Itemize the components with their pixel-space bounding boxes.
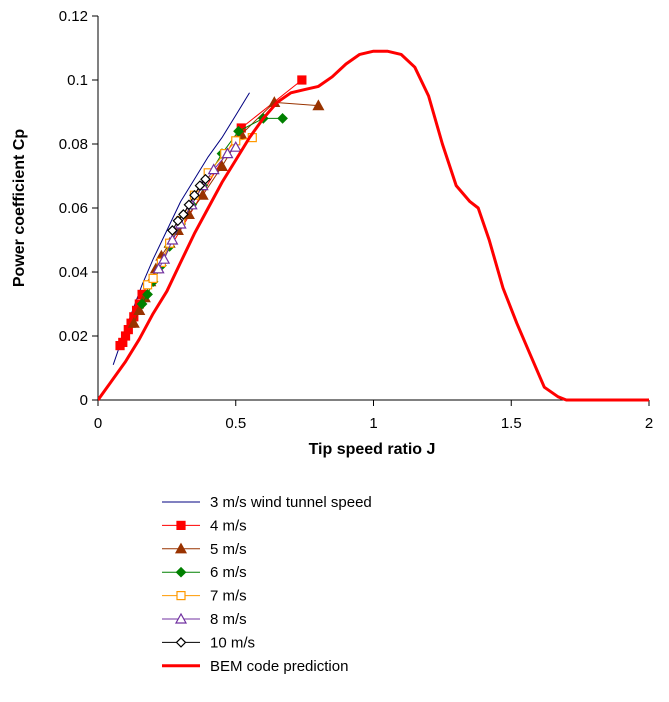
data-point (312, 99, 325, 111)
y-tick-label: 0.06 (59, 200, 88, 217)
legend-entry: 4 m/s (162, 517, 247, 534)
series-line (133, 101, 319, 324)
y-tick-label: 0.04 (59, 264, 88, 281)
data-point (127, 316, 140, 328)
data-point (175, 637, 187, 648)
data-point (200, 173, 211, 185)
series-2 (115, 75, 307, 351)
data-point (194, 180, 206, 191)
series-7 (167, 173, 211, 236)
series-6 (152, 140, 242, 274)
data-point (229, 140, 242, 152)
data-point (277, 113, 288, 124)
legend-entry: 8 m/s (162, 611, 247, 628)
data-point (176, 520, 186, 531)
legend-label: 6 m/s (210, 564, 247, 581)
series-line (141, 117, 283, 305)
legend-entry: BEM code prediction (162, 658, 348, 675)
data-point (297, 75, 307, 85)
legend-label: 10 m/s (210, 634, 255, 651)
x-tick-label: 0.5 (225, 415, 246, 432)
data-point (189, 189, 200, 201)
x-tick-label: 0 (94, 415, 102, 432)
x-tick-label: 1 (369, 415, 377, 432)
data-point (148, 273, 158, 283)
legend-label: 5 m/s (210, 541, 247, 558)
data-point (221, 147, 234, 159)
series-line (119, 79, 303, 346)
y-axis-title: Power coefficient Cp (11, 129, 28, 287)
data-point (175, 566, 187, 578)
data-point (158, 252, 171, 264)
legend-entry: 7 m/s (162, 588, 247, 605)
data-point (166, 233, 179, 245)
legend-label: 3 m/s wind tunnel speed (210, 494, 372, 511)
data-point (174, 542, 188, 554)
y-tick-label: 0 (80, 392, 88, 409)
data-point (233, 125, 244, 137)
legend-label: 4 m/s (210, 517, 247, 534)
series-8 (98, 49, 649, 402)
series-layer (98, 49, 649, 402)
x-tick-label: 2 (645, 415, 653, 432)
data-point (172, 215, 184, 227)
legend-entry: 6 m/s (162, 564, 247, 581)
data-point (174, 612, 188, 624)
data-point (215, 160, 228, 171)
data-point (196, 188, 209, 200)
series-4 (136, 113, 288, 310)
legend-label: BEM code prediction (210, 658, 348, 675)
data-point (207, 163, 220, 175)
legend: 3 m/s wind tunnel speed 4 m/s 5 m/s 6 m/s 7 … (162, 494, 372, 675)
data-point (167, 225, 178, 236)
data-point (133, 304, 146, 315)
x-axis-title: Tip speed ratio J (309, 441, 436, 458)
data-point (142, 280, 153, 290)
x-tick-label: 1.5 (501, 415, 522, 432)
data-point (136, 298, 148, 310)
legend-label: 7 m/s (210, 588, 247, 605)
data-point (183, 199, 195, 211)
legend-entry: 3 m/s wind tunnel speed (162, 494, 372, 511)
data-point (176, 590, 186, 601)
legend-label: 8 m/s (210, 611, 247, 628)
legend-entry: 10 m/s (162, 634, 255, 651)
data-point (152, 262, 165, 274)
y-tick-label: 0.12 (59, 8, 88, 25)
y-tick-label: 0.08 (59, 136, 88, 153)
data-point (178, 209, 189, 220)
data-point (142, 289, 153, 300)
legend-entry: 5 m/s (162, 541, 247, 558)
y-tick-label: 0.1 (67, 72, 88, 89)
y-tick-label: 0.02 (59, 328, 88, 345)
series-line (98, 49, 649, 402)
axes: 0 0.02 0.04 0.06 0.08 0.1 0.12 0 0.5 1 1.5 2 (59, 8, 653, 432)
